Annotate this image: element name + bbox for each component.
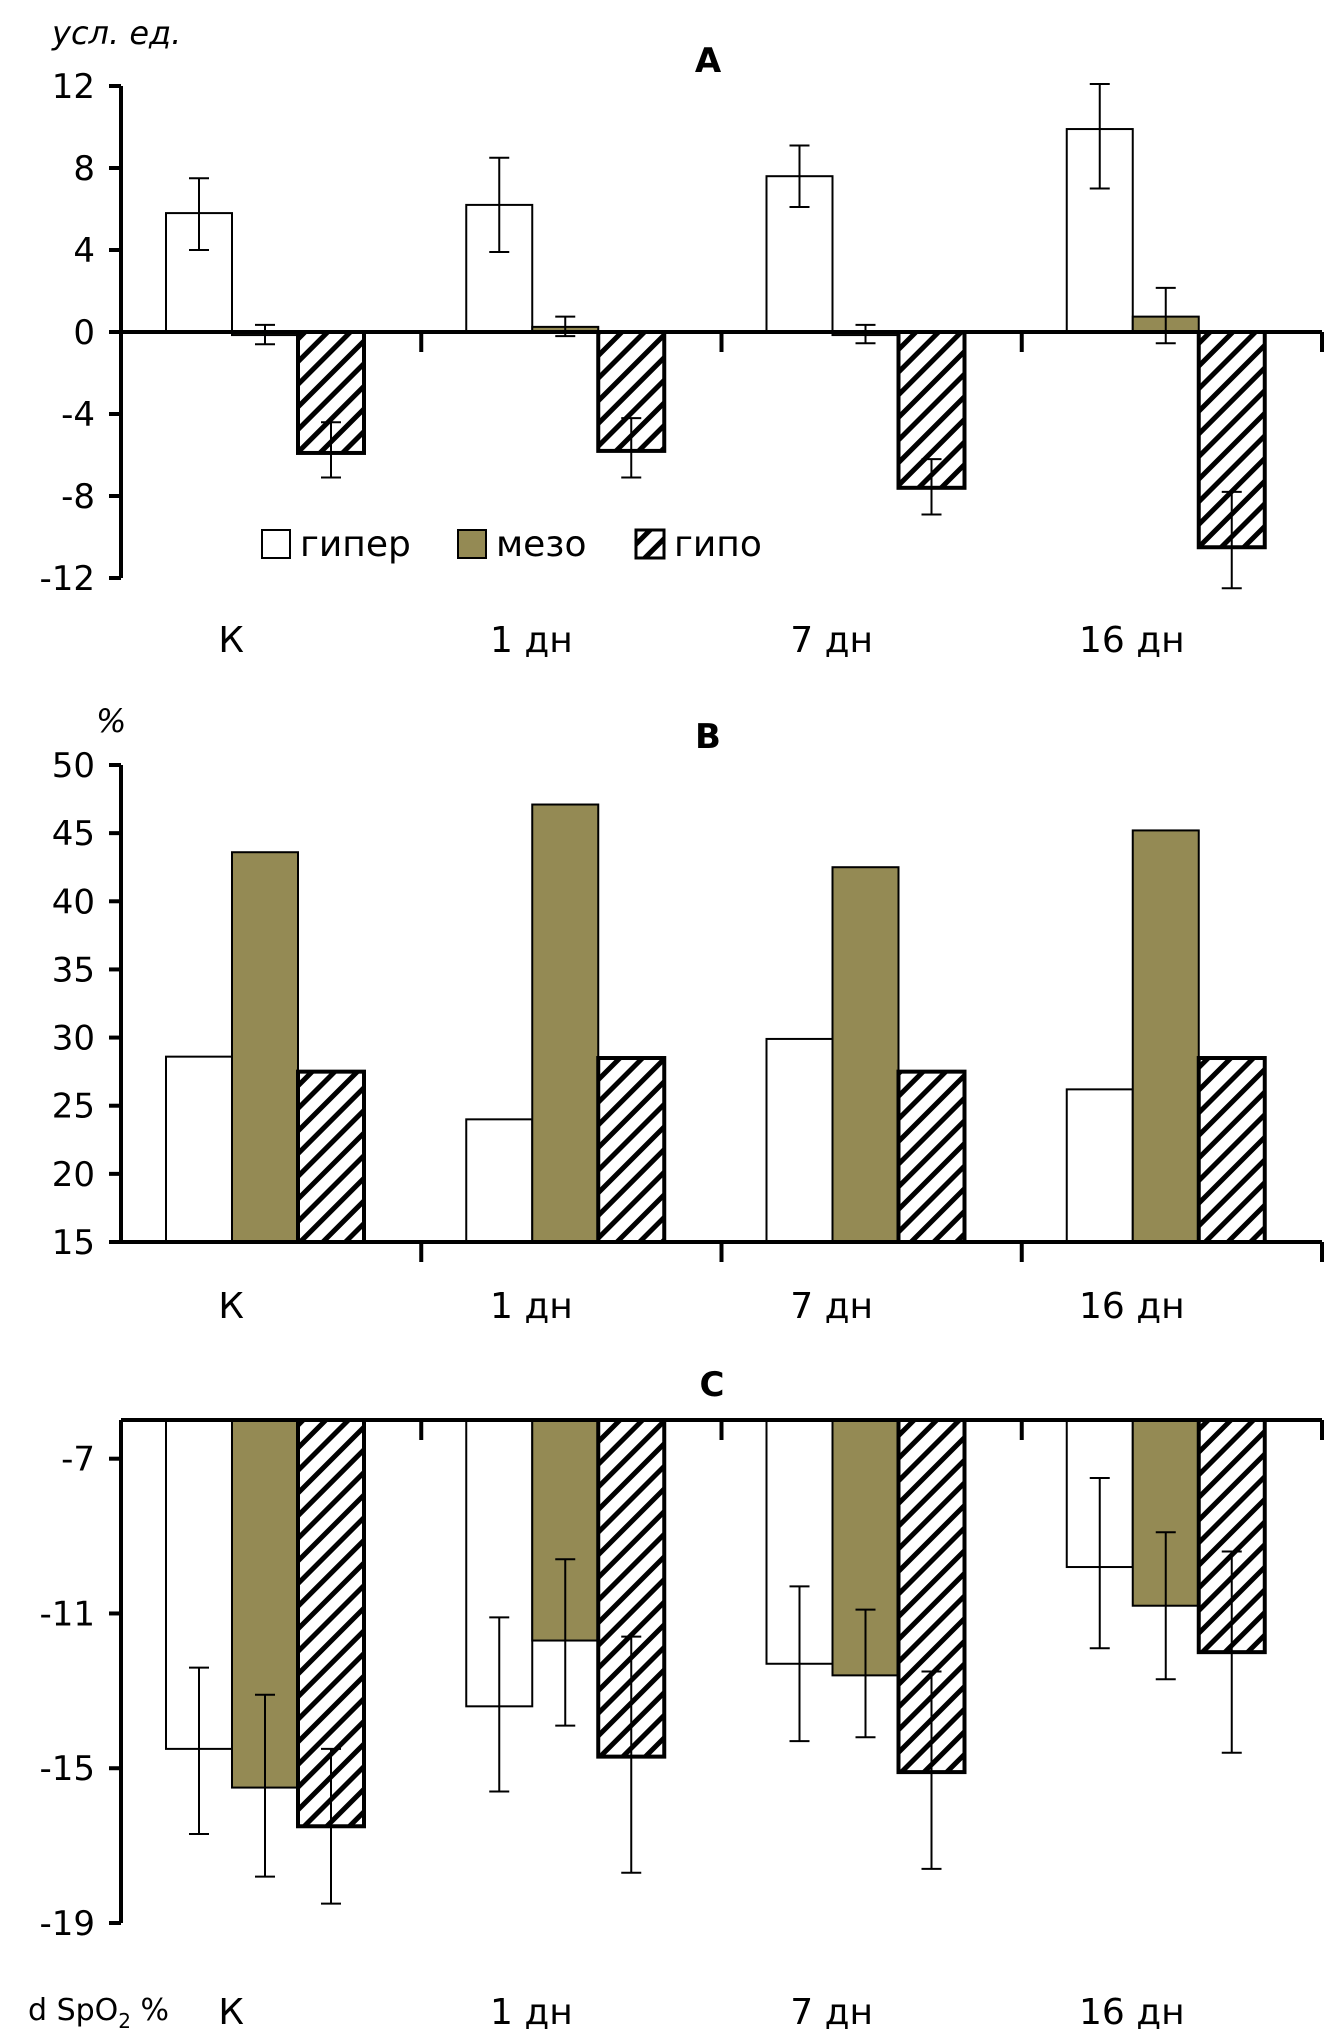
panel-c-axes xyxy=(119,1418,1324,1923)
y-tick-label: 30 xyxy=(52,1019,95,1059)
legend-swatch-hypo xyxy=(634,528,666,560)
bar-hyper xyxy=(165,1055,233,1244)
y-tick-label: -12 xyxy=(39,559,95,599)
legend: гипер мезо гипо xyxy=(261,524,762,565)
x-category-label: 16 дн xyxy=(1079,1286,1185,1327)
legend-label-meso: мезо xyxy=(496,524,586,565)
y-tick-label: -4 xyxy=(61,395,95,435)
x-category-label: 16 дн xyxy=(1079,1992,1185,2033)
legend-swatch-hyper xyxy=(261,529,291,559)
panel-c-error-bars xyxy=(189,1477,1242,1905)
panel-a: усл. ед. A 12 8 4 0 -4 -8 -12 К 1 дн 7 дн 16 дн г… xyxy=(39,14,1324,661)
y-tick-label: 40 xyxy=(52,882,95,922)
x-category-label: 7 дн xyxy=(790,1286,873,1327)
bar-hyper xyxy=(765,1037,834,1244)
x-category-label: 1 дн xyxy=(490,1992,573,2033)
y-tick-label: 15 xyxy=(52,1223,95,1263)
panel-c: C -7 -11 -15 -19 К 1 дн 7 дн 16 дн d SpO2 % xyxy=(28,1365,1324,2033)
panel-b-axes xyxy=(119,765,1324,1262)
bar-meso xyxy=(1131,829,1200,1243)
x-category-label: К xyxy=(218,620,244,661)
x-category-label: 7 дн xyxy=(790,1992,873,2033)
y-tick-label: 45 xyxy=(52,814,95,854)
panel-c-y-unit-text: d SpO xyxy=(28,1993,118,2028)
x-category-label: 1 дн xyxy=(490,620,573,661)
panel-b-y-ticks: 50 45 40 35 30 25 20 15 xyxy=(52,746,121,1263)
panel-b-title: B xyxy=(695,717,721,757)
panel-a-bars xyxy=(165,128,1267,550)
y-tick-label: -15 xyxy=(39,1749,95,1789)
panel-a-y-unit: усл. ед. xyxy=(51,14,181,52)
y-tick-label: 20 xyxy=(52,1155,95,1195)
x-category-label: 1 дн xyxy=(490,1286,573,1327)
panel-b-categories: К 1 дн 7 дн 16 дн xyxy=(218,1286,1184,1327)
panel-a-axes xyxy=(119,86,1324,578)
y-tick-label: 12 xyxy=(52,67,95,107)
panel-a-error-bars xyxy=(189,82,1242,590)
y-tick-label: 50 xyxy=(52,746,95,786)
x-category-label: К xyxy=(218,1992,244,2033)
panel-c-title: C xyxy=(700,1365,725,1405)
panel-b-bars xyxy=(165,803,1267,1244)
bar-hypo xyxy=(1196,1056,1267,1244)
legend-swatch-meso xyxy=(457,529,487,559)
legend-label-hyper: гипер xyxy=(300,524,411,565)
y-tick-label: 35 xyxy=(52,950,95,990)
y-tick-label: 4 xyxy=(73,231,95,271)
panel-b-y-unit: % xyxy=(96,702,126,740)
panel-c-y-ticks: -7 -11 -15 -19 xyxy=(39,1440,121,1944)
legend-label-hypo: гипо xyxy=(674,524,762,565)
bar-meso xyxy=(531,803,600,1243)
bar-hyper xyxy=(465,1118,534,1244)
panel-a-y-ticks: 12 8 4 0 -4 -8 -12 xyxy=(39,67,121,599)
bar-hypo xyxy=(896,1069,967,1244)
y-tick-label: -8 xyxy=(61,477,95,517)
y-tick-label: -7 xyxy=(61,1440,95,1480)
bar-hyper xyxy=(1065,1088,1134,1243)
y-tick-label: -11 xyxy=(39,1594,95,1634)
panel-a-categories: К 1 дн 7 дн 16 дн xyxy=(218,620,1184,661)
y-tick-label: 0 xyxy=(73,313,95,353)
panel-a-title: A xyxy=(695,41,722,81)
panel-c-categories: К 1 дн 7 дн 16 дн xyxy=(218,1992,1184,2033)
panel-b: % B 50 45 40 35 30 25 20 15 К 1 дн 7 дн 16 дн xyxy=(52,702,1324,1327)
y-tick-label: 25 xyxy=(52,1087,95,1127)
x-category-label: 16 дн xyxy=(1079,620,1185,661)
y-tick-label: -19 xyxy=(39,1904,95,1944)
y-tick-label: 8 xyxy=(73,149,95,189)
bar-meso xyxy=(231,851,299,1243)
panel-c-y-unit: d SpO2 % xyxy=(28,1993,169,2033)
bar-hypo xyxy=(596,1056,667,1244)
bar-meso xyxy=(831,866,900,1243)
x-category-label: 7 дн xyxy=(790,620,873,661)
bar-hypo xyxy=(296,1069,366,1244)
x-category-label: К xyxy=(218,1286,244,1327)
